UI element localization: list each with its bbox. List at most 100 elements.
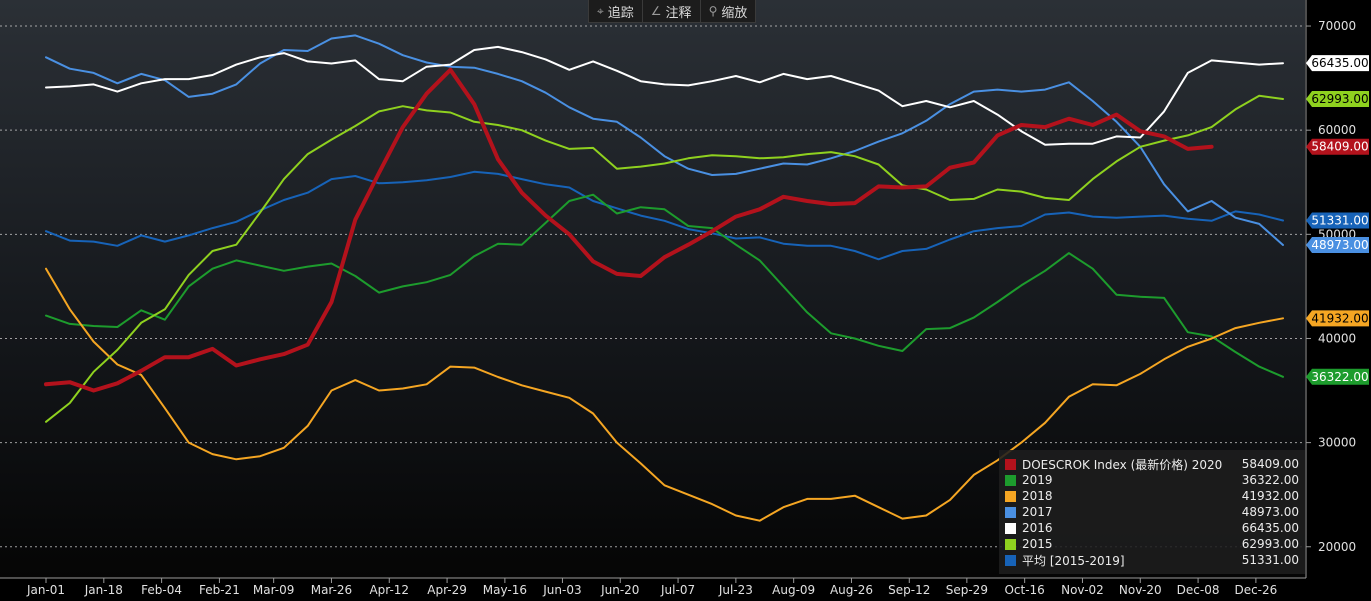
legend-swatch	[1005, 506, 1016, 518]
legend-series-name: 2017	[1022, 505, 1053, 519]
x-tick-label: Jul-07	[660, 583, 695, 597]
zoom-button[interactable]: ⚲ 缩放	[701, 0, 756, 22]
legend-series-name: 2015	[1022, 537, 1053, 551]
x-tick-label: Jun-03	[542, 583, 581, 597]
x-tick-label: Apr-12	[369, 583, 409, 597]
x-tick-label: Aug-09	[772, 583, 815, 597]
end-value-tag-bg	[1306, 368, 1369, 385]
y-tick-label: 40000	[1318, 331, 1356, 345]
legend-series-name: 平均 [2015-2019]	[1022, 553, 1125, 568]
legend-series-value: 62993.00	[1241, 537, 1299, 551]
end-value-tag: 41932.00	[1306, 310, 1369, 327]
legend-series-value: 41932.00	[1241, 489, 1299, 503]
x-tick-label: Sep-29	[946, 583, 988, 597]
series-line	[45, 170, 1284, 261]
y-tick-label: 70000	[1318, 19, 1356, 33]
series-line	[45, 267, 1284, 522]
end-value-tag-bg	[1306, 212, 1369, 229]
legend-series-value: 51331.00	[1241, 553, 1299, 567]
x-tick-label: Mar-09	[253, 583, 294, 597]
end-value-tag-text: 36322.00	[1311, 370, 1368, 384]
legend-series-value: 66435.00	[1241, 521, 1299, 535]
x-tick-label: Feb-04	[141, 583, 182, 597]
end-value-tag: 66435.00	[1306, 55, 1369, 72]
x-tick-label: Aug-26	[830, 583, 873, 597]
series-line	[45, 94, 1284, 423]
zoom-label: 缩放	[721, 5, 748, 21]
crosshair-icon: ⌖	[597, 3, 604, 18]
y-tick-label: 30000	[1318, 436, 1356, 450]
legend-swatch	[1005, 538, 1016, 550]
x-tick-label: Sep-12	[888, 583, 930, 597]
y-tick-label: 60000	[1318, 123, 1356, 137]
series-group	[44, 34, 1284, 522]
x-tick-label: Jul-23	[718, 583, 753, 597]
end-value-tag-bg	[1306, 138, 1369, 155]
end-value-tag-bg	[1306, 55, 1369, 72]
end-value-tag: 48973.00	[1306, 237, 1369, 254]
x-tick-label: Oct-16	[1004, 583, 1044, 597]
legend-row-2016[interactable]: 2016 66435.00	[1005, 520, 1299, 536]
x-tick-label: Nov-20	[1119, 583, 1162, 597]
legend-row-2020[interactable]: DOESCROK Index (最新价格) 2020 58409.00	[1005, 456, 1299, 472]
x-tick-label: Dec-08	[1177, 583, 1220, 597]
legend-row-2015[interactable]: 2015 62993.00	[1005, 536, 1299, 552]
end-value-tag-text: 48973.00	[1311, 238, 1368, 252]
end-value-tag: 36322.00	[1306, 368, 1369, 385]
annotate-label: 注释	[665, 5, 692, 21]
track-button[interactable]: ⌖ 追踪	[589, 0, 643, 22]
x-tick-label: Nov-02	[1061, 583, 1104, 597]
annotate-button[interactable]: ∠ 注释	[643, 0, 701, 22]
legend-row-2018[interactable]: 2018 41932.00	[1005, 488, 1299, 504]
legend: DOESCROK Index (最新价格) 2020 58409.00 2019…	[999, 450, 1305, 574]
series-line	[44, 67, 1214, 393]
track-label: 追踪	[607, 5, 634, 21]
end-value-tag-bg	[1306, 310, 1369, 327]
series-line	[45, 193, 1284, 378]
axes	[0, 0, 1307, 579]
end-value-tag-text: 51331.00	[1311, 213, 1368, 227]
end-value-tag-text: 41932.00	[1311, 311, 1368, 325]
x-tick-label: Dec-26	[1234, 583, 1277, 597]
series-line	[45, 34, 1284, 246]
pencil-icon: ∠	[650, 4, 662, 18]
legend-series-value: 58409.00	[1241, 457, 1299, 471]
magnifier-icon: ⚲	[708, 4, 718, 18]
legend-swatch	[1005, 490, 1016, 502]
x-tick-label: Apr-29	[427, 583, 467, 597]
x-tick-label: May-16	[483, 583, 527, 597]
end-value-labels: 66435.00 62993.00 58409.00 51331.00 48973.00…	[1306, 55, 1369, 385]
end-value-tag-text: 62993.00	[1311, 92, 1368, 106]
end-value-tag: 51331.00	[1306, 212, 1369, 229]
legend-series-value: 36322.00	[1241, 473, 1299, 487]
legend-series-name: 2019	[1022, 473, 1053, 487]
x-ticks: Jan-01 Jan-18 Feb-04 Feb-21 Mar-09 Mar-26 Apr-…	[26, 578, 1277, 597]
end-value-tag-text: 66435.00	[1311, 56, 1368, 70]
end-value-tag-bg	[1306, 237, 1369, 254]
legend-row-average[interactable]: 平均 [2015-2019] 51331.00	[1005, 552, 1299, 568]
x-tick-label: Mar-26	[311, 583, 352, 597]
legend-row-2017[interactable]: 2017 48973.00	[1005, 504, 1299, 520]
legend-swatch	[1005, 522, 1016, 534]
legend-swatch	[1005, 458, 1016, 470]
legend-series-name: 2018	[1022, 489, 1053, 503]
legend-swatch	[1005, 474, 1016, 486]
end-value-tag-bg	[1306, 91, 1369, 108]
legend-series-name: 2016	[1022, 521, 1053, 535]
end-value-tag: 62993.00	[1306, 91, 1369, 108]
x-tick-label: Jun-20	[600, 583, 639, 597]
series-line	[45, 45, 1284, 146]
chart-toolbar: ⌖ 追踪 ∠ 注释 ⚲ 缩放	[588, 0, 757, 23]
legend-swatch	[1005, 554, 1016, 566]
legend-row-2019[interactable]: 2019 36322.00	[1005, 472, 1299, 488]
legend-series-value: 48973.00	[1241, 505, 1299, 519]
x-tick-label: Jan-18	[84, 583, 123, 597]
x-tick-label: Jan-01	[26, 583, 65, 597]
legend-series-name: DOESCROK Index (最新价格) 2020	[1022, 457, 1223, 472]
end-value-tag-text: 58409.00	[1311, 140, 1368, 154]
x-tick-label: Feb-21	[199, 583, 240, 597]
end-value-tag: 58409.00	[1306, 138, 1369, 155]
